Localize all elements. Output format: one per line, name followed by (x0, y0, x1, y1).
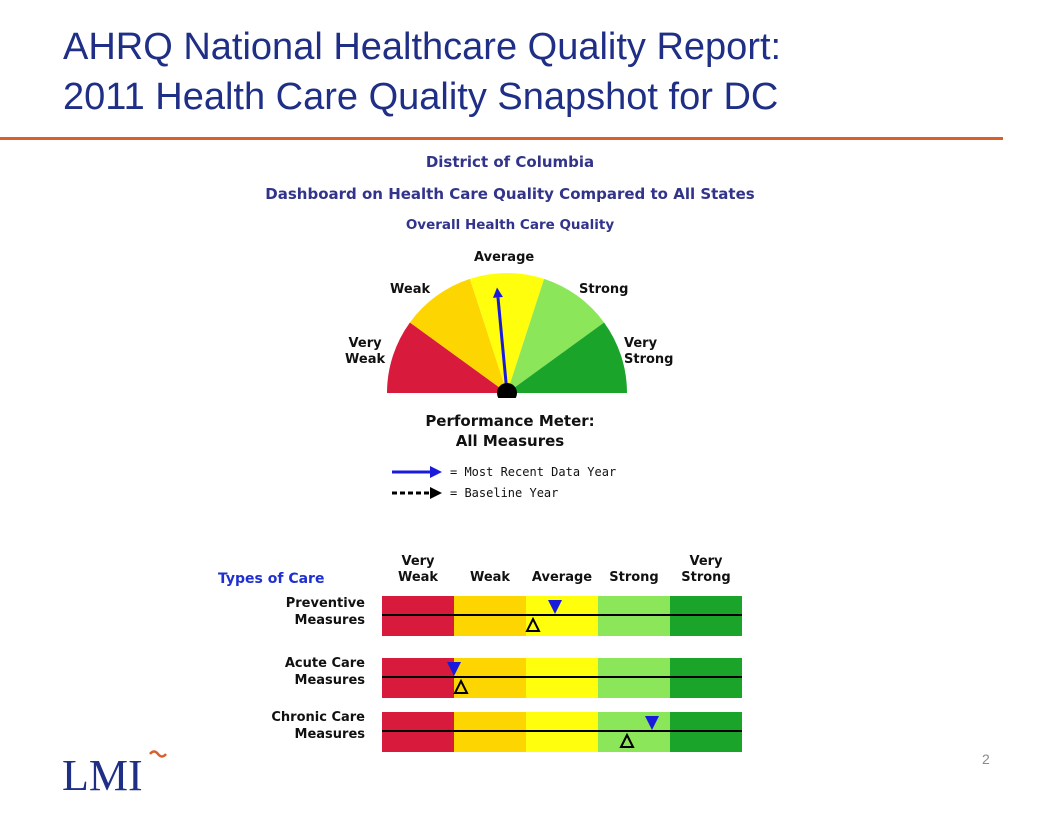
row-label-preventive-line1: Preventive (285, 596, 365, 611)
baseline-year-marker (525, 617, 541, 632)
bar-segment-very-weak (382, 596, 454, 636)
legend-recent-arrow-icon (392, 466, 442, 478)
meter-bar-acute-care (382, 658, 742, 698)
bar-segment-average (526, 712, 598, 752)
bar-segment-very-weak (382, 658, 454, 698)
column-head-very-weak-line1: Very (401, 554, 435, 569)
bar-segment-weak (454, 712, 526, 752)
gauge-sector-very-weak (387, 322, 507, 393)
recent-year-marker (547, 600, 562, 614)
row-label-preventive: Preventive Measures (240, 595, 365, 629)
slide-title-line-1: AHRQ National Healthcare Quality Report: (63, 26, 782, 68)
bar-segment-very-strong (670, 712, 742, 752)
legend-recent-label: = Most Recent Data Year (450, 465, 617, 479)
gauge-pivot (497, 383, 517, 398)
bar-track-line (382, 614, 742, 616)
gauge-label-very-weak-line2: Weak (345, 352, 386, 367)
gauge-label-very-weak: Very Weak (345, 336, 385, 368)
bar-segment-strong (598, 712, 670, 752)
bar-segment-strong (598, 596, 670, 636)
bar-track-line (382, 676, 742, 678)
meter-caption-line2: All Measures (455, 432, 565, 450)
meter-caption-line1: Performance Meter: (425, 412, 595, 430)
baseline-year-marker (619, 733, 635, 748)
overall-quality-heading: Overall Health Care Quality (405, 217, 615, 233)
bar-segment-weak (454, 596, 526, 636)
gauge-label-very-strong: Very Strong (624, 336, 673, 368)
slide-title-line-2: 2011 Health Care Quality Snapshot for DC (63, 76, 779, 118)
column-head-very-strong-line2: Strong (681, 570, 731, 585)
bar-track-line (382, 730, 742, 732)
row-label-chronic-care-line1: Chronic Care (271, 710, 365, 725)
dashboard-title: Dashboard on Health Care Quality Compare… (265, 185, 755, 203)
column-head-very-strong: Very Strong (670, 554, 742, 586)
bar-segment-average (526, 658, 598, 698)
bar-segment-very-strong (670, 658, 742, 698)
column-head-very-weak-line2: Weak (397, 570, 439, 585)
gauge-sector-strong (507, 278, 605, 393)
gauge-label-very-weak-line1: Very (348, 336, 382, 351)
row-label-chronic-care-line2: Measures (294, 727, 365, 742)
row-label-chronic-care: Chronic Care Measures (240, 709, 365, 743)
title-rule (0, 137, 1003, 140)
region-heading: District of Columbia (425, 153, 595, 171)
bar-segment-strong (598, 658, 670, 698)
gauge-needle-recent (496, 297, 509, 394)
baseline-year-marker (453, 679, 469, 694)
row-label-acute-care-line2: Measures (294, 673, 365, 688)
meter-caption: Performance Meter: All Measures (380, 411, 640, 451)
column-head-strong: Strong (609, 570, 659, 585)
types-of-care-title: Types of Care (218, 571, 325, 587)
gauge-label-weak: Weak (390, 282, 431, 297)
gauge-needle-arrowhead (492, 287, 503, 298)
meter-bar-chronic-care (382, 712, 742, 752)
legend-baseline-arrow-icon (392, 487, 442, 499)
gauge-sector-average (469, 273, 545, 393)
column-head-very-weak: Very Weak (382, 554, 454, 586)
gauge-label-strong: Strong (579, 282, 629, 297)
bar-segment-very-strong (670, 596, 742, 636)
recent-year-marker (645, 716, 659, 730)
row-label-acute-care: Acute Care Measures (240, 655, 365, 689)
meter-bar-preventive (382, 596, 742, 636)
lmi-logo-text: LMI (62, 751, 143, 798)
recent-year-marker (447, 662, 461, 676)
gauge-label-very-strong-line2: Strong (624, 352, 674, 367)
bar-segment-very-weak (382, 712, 454, 752)
gauge-sector-very-strong (507, 322, 627, 393)
performance-gauge (387, 273, 627, 398)
row-label-preventive-line2: Measures (294, 613, 365, 628)
lmi-logo: LMI (62, 750, 167, 798)
slide-title: AHRQ National Healthcare Quality Report:… (63, 22, 1023, 122)
column-head-very-strong-line1: Very (689, 554, 723, 569)
page-number: 2 (982, 751, 990, 767)
column-head-weak: Weak (469, 570, 511, 585)
gauge-sector-weak (409, 278, 507, 393)
legend-baseline-label: = Baseline Year (450, 486, 559, 500)
column-head-average: Average (531, 570, 593, 585)
gauge-label-average: Average (474, 250, 535, 265)
gauge-label-very-strong-line1: Very (624, 336, 658, 351)
row-label-acute-care-line1: Acute Care (284, 656, 365, 671)
